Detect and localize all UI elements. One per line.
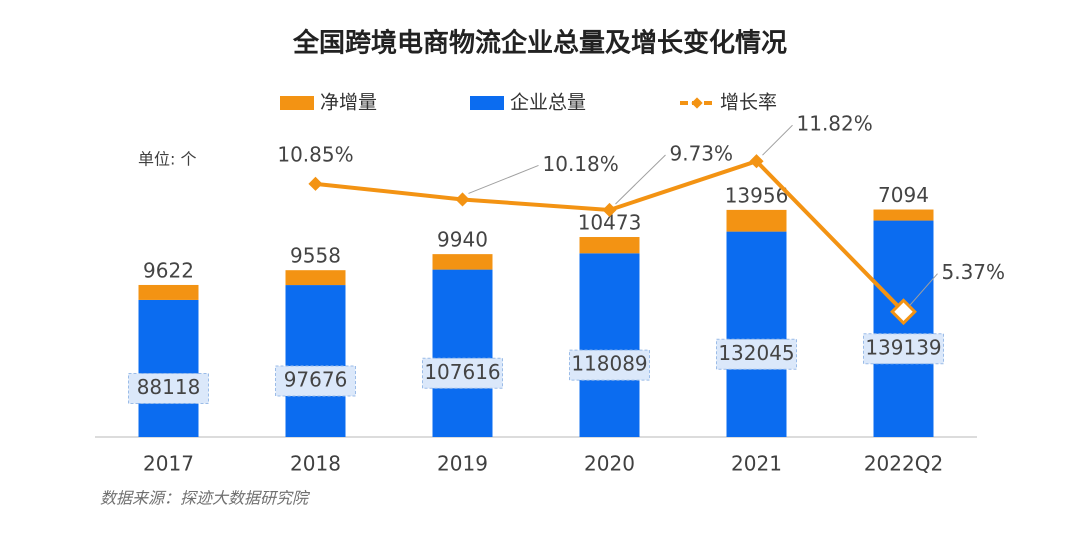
value-label: 132045 bbox=[718, 341, 794, 365]
legend-label: 净增量 bbox=[320, 92, 377, 114]
legend-marker bbox=[691, 97, 703, 109]
line-marker bbox=[308, 176, 323, 191]
value-label: 9558 bbox=[290, 244, 341, 268]
leader-line bbox=[909, 273, 938, 307]
bar bbox=[138, 284, 199, 300]
legend-swatch bbox=[470, 96, 504, 110]
bar bbox=[873, 220, 934, 437]
value-label-box bbox=[422, 357, 503, 389]
x-tick-label: 2021 bbox=[731, 452, 782, 476]
leader-line bbox=[762, 124, 793, 156]
value-label: 5.37% bbox=[942, 260, 1006, 284]
value-label: 88118 bbox=[137, 375, 201, 399]
line-marker bbox=[455, 192, 470, 207]
value-label: 9.73% bbox=[670, 141, 734, 165]
bar bbox=[285, 270, 346, 286]
bar bbox=[579, 237, 640, 254]
value-label: 7094 bbox=[878, 183, 929, 207]
chart-title: 全国跨境电商物流企业总量及增长变化情况 bbox=[292, 28, 787, 59]
value-label: 139139 bbox=[865, 335, 941, 359]
value-label: 97676 bbox=[284, 368, 348, 392]
value-label: 9940 bbox=[437, 228, 488, 252]
value-label-box bbox=[128, 372, 209, 404]
value-label: 107616 bbox=[424, 360, 500, 384]
x-tick-label: 2019 bbox=[437, 452, 488, 476]
value-label-box bbox=[716, 338, 797, 370]
unit-label: 单位: 个 bbox=[138, 150, 196, 169]
bar bbox=[285, 285, 346, 437]
legend-label: 企业总量 bbox=[510, 92, 586, 114]
bar bbox=[726, 209, 787, 232]
leader-line bbox=[468, 165, 539, 194]
value-label: 13956 bbox=[725, 183, 789, 207]
line-marker bbox=[602, 202, 617, 218]
bar bbox=[873, 209, 934, 221]
value-label: 10.18% bbox=[543, 152, 619, 176]
value-label: 10.85% bbox=[277, 142, 353, 166]
bar bbox=[432, 254, 493, 270]
bar bbox=[726, 231, 787, 437]
value-label-box bbox=[863, 333, 944, 365]
x-tick-label: 2020 bbox=[584, 452, 635, 476]
bar bbox=[432, 269, 493, 437]
legend-swatch bbox=[280, 96, 314, 110]
value-label-box bbox=[569, 349, 650, 381]
leader-line bbox=[615, 154, 666, 205]
x-tick-label: 2022Q2 bbox=[864, 452, 943, 476]
x-tick-label: 2017 bbox=[143, 452, 194, 476]
x-tick-label: 2018 bbox=[290, 452, 341, 476]
line-marker bbox=[890, 298, 917, 326]
bar bbox=[579, 253, 640, 437]
value-label: 118089 bbox=[571, 352, 647, 376]
legend-label: 增长率 bbox=[720, 92, 777, 114]
bar bbox=[138, 299, 199, 437]
value-label: 9622 bbox=[143, 258, 194, 282]
value-label-box bbox=[275, 365, 356, 397]
value-label: 11.82% bbox=[797, 112, 873, 136]
source-note: 数据来源：探迹大数据研究院 bbox=[100, 489, 311, 508]
line-marker bbox=[749, 154, 764, 169]
